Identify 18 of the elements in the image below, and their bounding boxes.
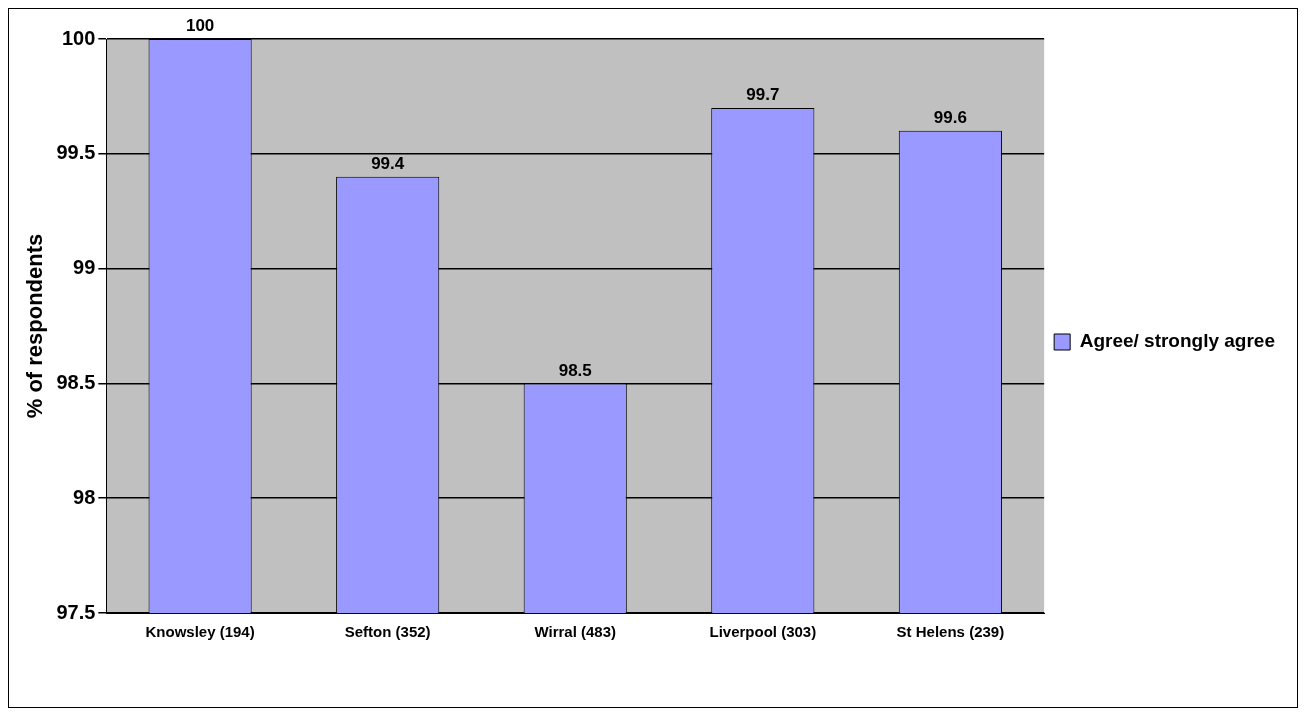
x-tick-label: Sefton (352) [344, 623, 431, 641]
y-axis-title: % of respondents [22, 233, 48, 419]
y-tick-label: 99 [73, 256, 96, 279]
legend-label: Agree/ strongly agree [1079, 330, 1275, 352]
y-tick-label: 98.5 [56, 370, 96, 393]
data-label: 99.4 [371, 153, 405, 173]
data-label: 100 [185, 16, 215, 36]
y-tick-label: 100 [61, 26, 96, 49]
data-label: 98.5 [558, 360, 592, 380]
y-tick-label: 98 [73, 485, 96, 508]
x-tick-label: St Helens (239) [896, 623, 1005, 641]
data-label: 99.6 [933, 108, 967, 128]
x-tick-label: Knowsley (194) [145, 623, 255, 641]
y-tick-label: 99.5 [56, 141, 96, 164]
y-tick-label: 97.5 [56, 600, 96, 623]
x-tick-label: Liverpool (303) [709, 623, 817, 641]
x-tick-label: Wirral (483) [534, 623, 617, 641]
data-label: 99.7 [746, 85, 780, 105]
